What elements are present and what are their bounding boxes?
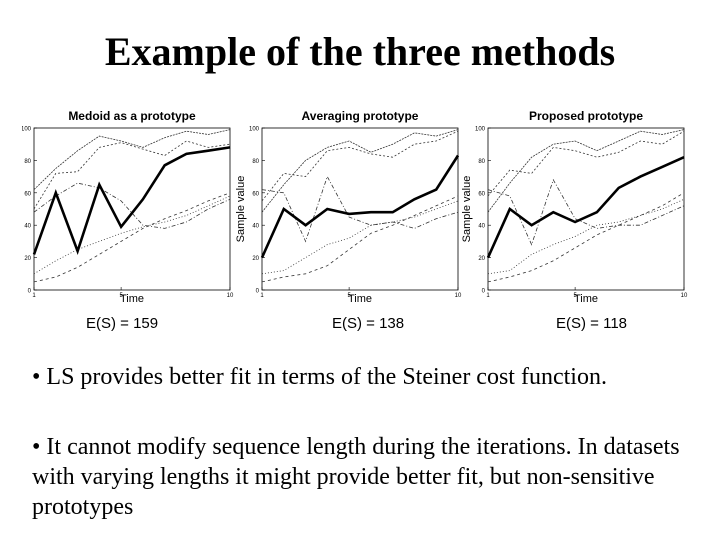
background-series-line [261, 200, 459, 275]
x-tick-label: 10 [227, 293, 234, 299]
prototype-series-line [32, 146, 231, 256]
y-tick-label: 20 [24, 256, 31, 262]
background-series-line [33, 140, 231, 210]
background-series-line [261, 130, 459, 202]
y-tick-label: 0 [28, 289, 32, 295]
y-tick-label: 0 [256, 289, 260, 295]
y-tick-label: 20 [252, 256, 259, 262]
x-tick-label: 1 [260, 293, 264, 299]
y-tick-label: 60 [252, 191, 259, 197]
plot-frame [487, 127, 685, 291]
y-tick-label: 100 [22, 127, 32, 133]
y-tick-label: 20 [478, 256, 485, 262]
y-tick-label: 60 [478, 191, 485, 197]
y-tick-label: 80 [252, 159, 259, 165]
background-series-line [487, 129, 685, 213]
y-tick-label: 40 [24, 224, 31, 230]
figure-strip: Medoid as a prototype 0 20 40 60 80 100 1 5 10 Tim… [22, 100, 698, 310]
panel-title: Medoid as a prototype [68, 109, 196, 123]
background-series-line [487, 198, 685, 275]
y-tick-label: 100 [475, 127, 486, 133]
x-tick-label: 10 [455, 293, 462, 299]
prototype-series-line [486, 156, 685, 259]
x-axis-label: Time [120, 293, 144, 305]
y-axis-label: Sample value [461, 176, 473, 243]
y-tick-label: 100 [249, 127, 260, 133]
background-series-line [487, 130, 685, 197]
background-series-line [261, 195, 459, 283]
background-series-line [261, 129, 459, 213]
x-tick-label: 1 [486, 293, 490, 299]
x-tick-label: 10 [681, 293, 688, 299]
x-tick-label: 1 [32, 293, 36, 299]
score-proposed: E(S) = 118 [556, 315, 628, 332]
slide-title: Example of the three methods [104, 29, 616, 74]
plot-frame [261, 127, 459, 291]
background-series-line [487, 178, 685, 246]
x-axis-label: Time [348, 293, 372, 305]
y-tick-label: 40 [252, 224, 259, 230]
x-axis-label: Time [574, 293, 598, 305]
score-medoid: E(S) = 159 [86, 315, 159, 332]
y-axis-label: Sample value [235, 176, 247, 243]
x-tick-label: 5 [573, 293, 577, 299]
bullet-1: • LS provides better fit in terms of the… [32, 364, 607, 390]
score-averaging: E(S) = 138 [332, 315, 405, 332]
panel-title: Averaging prototype [302, 109, 419, 123]
panel-title: Proposed prototype [529, 109, 643, 123]
y-tick-label: 40 [478, 224, 485, 230]
y-tick-label: 0 [482, 289, 486, 295]
x-tick-label: 5 [347, 293, 351, 299]
bullet-2: • It cannot modify sequence length durin… [32, 434, 680, 520]
background-series-line [33, 182, 231, 229]
y-tick-label: 60 [24, 191, 31, 197]
y-tick-label: 80 [24, 159, 31, 165]
x-tick-label: 5 [119, 293, 123, 299]
y-tick-label: 80 [478, 159, 485, 165]
background-series-line [33, 192, 231, 283]
background-series-line [33, 129, 231, 190]
prototype-series-line [260, 154, 460, 259]
background-series-line [487, 192, 685, 283]
